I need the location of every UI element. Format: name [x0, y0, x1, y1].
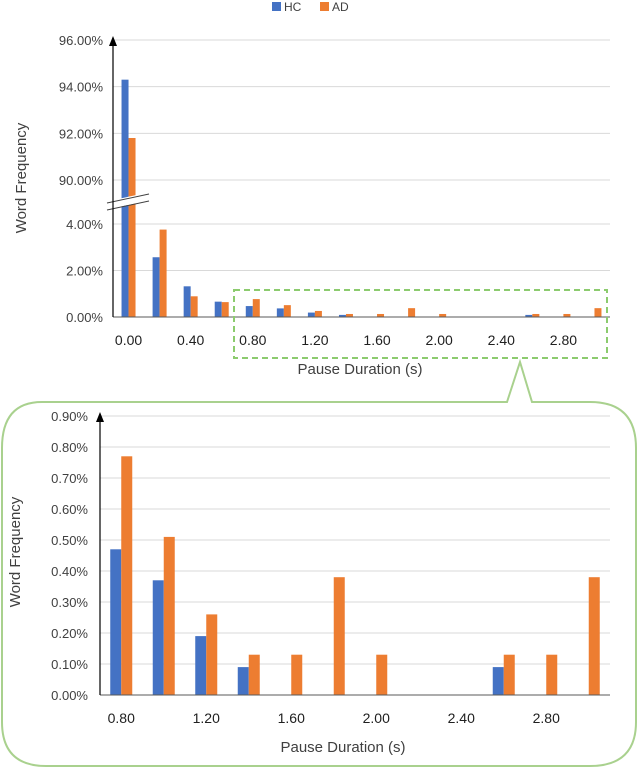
- legend-label-ad: AD: [332, 0, 349, 14]
- bar-ad: [128, 138, 136, 317]
- y-axis-arrow: [96, 412, 104, 422]
- y-tick-label: 0.00%: [66, 310, 103, 325]
- x-tick-label: 0.80: [239, 332, 266, 348]
- y-tick-label: 0.10%: [51, 657, 88, 672]
- y-tick-label: 90.00%: [59, 173, 104, 188]
- zoom-chart-gridlines: [100, 415, 610, 665]
- bar-ad: [252, 299, 260, 317]
- bar-hc: [276, 308, 284, 317]
- y-tick-label: 96.00%: [59, 33, 104, 48]
- bar-ad: [439, 313, 447, 317]
- legend-swatch-ad: [320, 2, 329, 11]
- y-tick-label: 0.60%: [51, 502, 88, 517]
- y-tick-label: 0.50%: [51, 533, 88, 548]
- bar-hc: [525, 314, 533, 317]
- main-chart: 90.00%92.00%94.00%96.00%0.00%2.00%4.00% …: [13, 33, 610, 378]
- bar-ad: [121, 456, 133, 695]
- legend-label-hc: HC: [284, 0, 302, 14]
- x-tick-label: 2.80: [550, 332, 577, 348]
- main-chart-gridlines: [113, 39, 610, 271]
- zoom-chart-axes: [96, 412, 610, 696]
- bar-ad: [333, 577, 345, 695]
- zoom-callout: [1, 289, 637, 767]
- bar-ad: [532, 313, 540, 317]
- bar-ad: [546, 654, 558, 695]
- bar-ad: [291, 654, 303, 695]
- bar-ad: [248, 654, 260, 695]
- bar-hc: [492, 667, 504, 695]
- zoom-chart-y-tick-labels: 0.00% 0.10% 0.20% 0.30% 0.40% 0.50% 0.60% 0.70%…: [51, 409, 88, 703]
- y-tick-label: 92.00%: [59, 126, 104, 141]
- bar-ad: [190, 296, 198, 317]
- x-tick-label: 0.00: [115, 332, 142, 348]
- bar-hc: [307, 312, 315, 317]
- main-chart-axes: [109, 36, 610, 318]
- bar-ad: [283, 305, 291, 317]
- bar-ad: [314, 310, 322, 317]
- bar-hc: [152, 580, 164, 695]
- legend: HC AD: [272, 0, 349, 14]
- zoom-callout-frame: [1, 358, 637, 767]
- zoom-chart-bars: [110, 456, 600, 695]
- x-tick-label: 1.60: [363, 332, 390, 348]
- y-tick-label: 94.00%: [59, 80, 104, 95]
- bar-ad: [503, 654, 515, 695]
- bar-ad: [159, 229, 167, 317]
- x-tick-label: 2.40: [448, 710, 475, 726]
- y-axis-arrow: [109, 36, 117, 46]
- y-tick-label: 0.90%: [51, 409, 88, 424]
- main-chart-y-tick-labels: 90.00% 92.00% 94.00% 96.00% 0.00% 2.00% 4.00%: [59, 33, 104, 325]
- bar-ad: [588, 577, 600, 695]
- axis-break-line: [106, 200, 150, 211]
- main-chart-x-tick-labels: 0.00 0.40 0.80 1.20 1.60 2.00 2.40 2.80: [115, 332, 577, 348]
- bar-ad: [221, 302, 229, 317]
- main-chart-bars: [106, 79, 602, 318]
- zoom-chart: 0.00% 0.10% 0.20% 0.30% 0.40% 0.50% 0.60% 0.70%…: [7, 409, 610, 756]
- x-tick-label: 1.60: [278, 710, 305, 726]
- bar-ad: [594, 308, 602, 317]
- y-tick-label: 0.80%: [51, 440, 88, 455]
- x-tick-label: 2.00: [426, 332, 453, 348]
- x-tick-label: 1.20: [301, 332, 328, 348]
- x-tick-label: 0.40: [177, 332, 204, 348]
- x-tick-label: 2.80: [533, 710, 560, 726]
- x-tick-label: 1.20: [193, 710, 220, 726]
- bar-hc: [245, 306, 253, 317]
- zoom-chart-y-axis-title: Word Frequency: [7, 496, 24, 607]
- y-tick-label: 2.00%: [66, 264, 103, 279]
- x-tick-label: 2.40: [488, 332, 515, 348]
- bar-ad: [376, 654, 388, 695]
- y-tick-label: 0.40%: [51, 564, 88, 579]
- y-tick-label: 0.70%: [51, 471, 88, 486]
- y-tick-label: 0.20%: [51, 626, 88, 641]
- bar-hc: [338, 314, 346, 317]
- zoom-chart-x-axis-title: Pause Duration (s): [280, 739, 405, 756]
- y-tick-label: 0.30%: [51, 595, 88, 610]
- y-tick-label: 4.00%: [66, 217, 103, 232]
- y-tick-label: 0.00%: [51, 688, 88, 703]
- bar-hc: [110, 549, 122, 695]
- axis-break-line: [106, 193, 150, 204]
- x-tick-label: 0.80: [108, 710, 135, 726]
- main-chart-x-axis-title: Pause Duration (s): [297, 361, 422, 378]
- bar-ad: [163, 536, 175, 695]
- bar-ad: [563, 313, 571, 317]
- x-tick-label: 2.00: [363, 710, 390, 726]
- bar-hc: [183, 286, 191, 317]
- bar-hc: [214, 301, 222, 317]
- bar-hc: [237, 667, 249, 695]
- bar-hc: [152, 257, 160, 317]
- axis-break-gap: [106, 192, 152, 210]
- main-chart-y-axis-title: Word Frequency: [13, 122, 30, 233]
- bar-ad: [408, 308, 416, 317]
- bar-hc: [195, 636, 207, 695]
- bar-ad: [377, 313, 385, 317]
- bar-ad: [345, 313, 353, 317]
- zoom-chart-x-tick-labels: 0.80 1.20 1.60 2.00 2.40 2.80: [108, 710, 560, 726]
- bar-ad: [206, 614, 218, 695]
- axis-break-mark: [106, 192, 152, 211]
- legend-swatch-hc: [272, 2, 281, 11]
